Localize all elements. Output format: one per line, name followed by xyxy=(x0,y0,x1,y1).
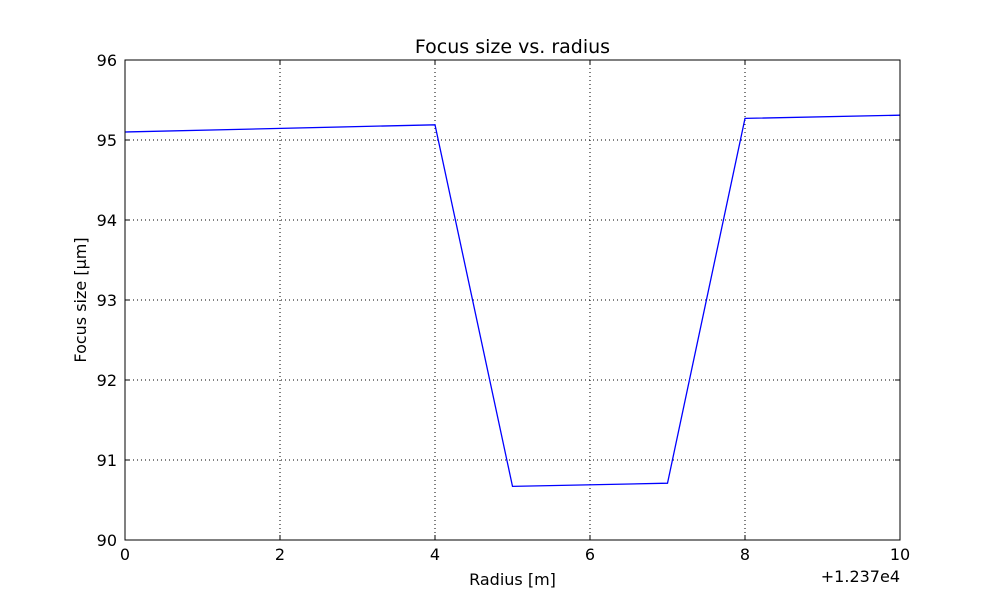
x-tick-label: 6 xyxy=(585,545,595,564)
y-tick-label: 90 xyxy=(97,531,117,550)
series-layer xyxy=(124,114,901,488)
chart-title: Focus size vs. radius xyxy=(415,36,610,58)
y-tick-label: 94 xyxy=(97,211,117,230)
y-tick-label: 96 xyxy=(97,51,117,70)
y-tick-label: 93 xyxy=(97,291,117,310)
x-tick-labels: 0 2 4 6 8 10 xyxy=(120,545,910,564)
x-tick-label: 10 xyxy=(890,545,910,564)
x-axis-label: Radius [m] xyxy=(469,570,556,589)
grid-lines xyxy=(124,59,901,541)
x-tick-label: 8 xyxy=(740,545,750,564)
x-tick-label: 0 xyxy=(120,545,130,564)
x-tick-label: 4 xyxy=(430,545,440,564)
y-tick-labels: 90 91 92 93 94 95 96 xyxy=(97,51,117,550)
series-line xyxy=(124,114,901,488)
plot-frame xyxy=(124,59,901,541)
y-axis-label: Focus size [µm] xyxy=(71,237,90,362)
y-tick-label: 92 xyxy=(97,371,117,390)
y-tick-label: 91 xyxy=(97,451,117,470)
y-tick-label: 95 xyxy=(97,131,117,150)
x-offset-label: +1.237e4 xyxy=(821,567,900,586)
x-tick-label: 2 xyxy=(275,545,285,564)
